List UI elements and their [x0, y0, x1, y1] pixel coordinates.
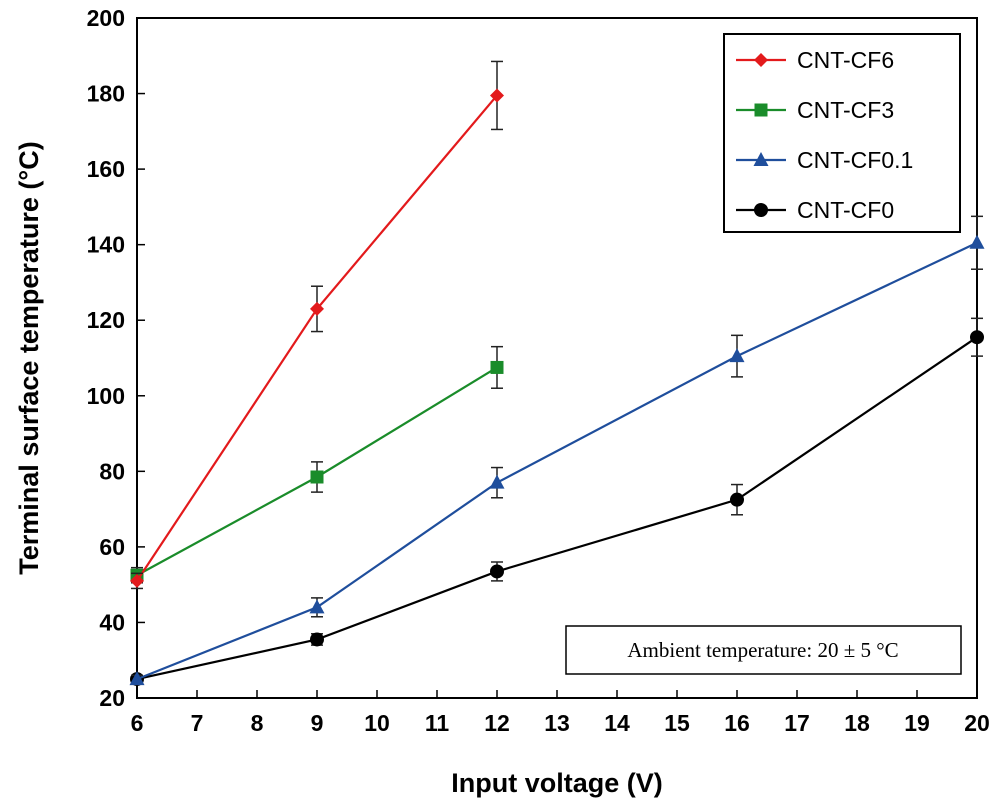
legend-marker — [754, 103, 768, 117]
data-point — [309, 599, 325, 614]
x-tick-label: 15 — [664, 710, 690, 736]
y-tick-label: 180 — [87, 81, 125, 107]
legend-marker — [754, 203, 768, 217]
y-tick-label: 80 — [99, 458, 125, 484]
x-axis-title: Input voltage (V) — [451, 768, 663, 798]
data-point — [490, 564, 504, 579]
x-tick-label: 17 — [784, 710, 810, 736]
series-cnt-cf6 — [130, 60, 504, 590]
y-tick-label: 100 — [87, 383, 125, 409]
legend-label: CNT-CF3 — [797, 97, 894, 123]
y-axis-title: Terminal surface temperature (°C) — [14, 141, 44, 574]
data-point — [490, 360, 504, 374]
ambient-note-box — [565, 625, 962, 675]
series-cnt-cf3 — [130, 345, 504, 584]
x-tick-label: 8 — [251, 710, 264, 736]
y-tick-label: 160 — [87, 156, 125, 182]
x-tick-label: 19 — [904, 710, 930, 736]
y-tick-label: 120 — [87, 307, 125, 333]
x-tick-label: 13 — [544, 710, 570, 736]
x-tick-label: 10 — [364, 710, 390, 736]
y-tick-label: 40 — [99, 609, 125, 635]
legend-box — [723, 33, 961, 233]
data-point — [490, 88, 504, 103]
legend: CNT-CF6 CNT-CF3 CNT-CF0.1 CNT-CF0 — [723, 33, 961, 233]
x-tick-label: 9 — [311, 710, 324, 736]
y-tick-label: 200 — [87, 5, 125, 31]
data-point — [310, 470, 324, 484]
legend-item: CNT-CF0 — [736, 197, 894, 223]
x-tick-label: 6 — [131, 710, 144, 736]
x-tick-label: 14 — [604, 710, 630, 736]
x-tick-label: 20 — [964, 710, 990, 736]
x-tick-label: 12 — [484, 710, 510, 736]
data-point — [729, 348, 745, 363]
x-tick-label: 16 — [724, 710, 750, 736]
legend-item: CNT-CF0.1 — [736, 147, 913, 173]
series-cnt-cf0-1 — [129, 215, 985, 686]
data-point — [129, 671, 145, 686]
y-tick-label: 60 — [99, 534, 125, 560]
data-point — [730, 492, 744, 507]
data-point — [310, 301, 324, 316]
data-point — [130, 573, 144, 588]
x-tick-label: 11 — [425, 710, 450, 736]
x-tick-label: 7 — [191, 710, 204, 736]
data-point — [969, 234, 985, 249]
legend-label: CNT-CF6 — [797, 47, 894, 73]
ambient-note: Ambient temperature: 20 ± 5 °C — [565, 625, 962, 675]
data-point — [970, 330, 984, 345]
legend-marker — [753, 152, 769, 166]
x-tick-label: 18 — [844, 710, 870, 736]
legend-label: CNT-CF0.1 — [797, 147, 913, 173]
y-tick-label: 20 — [99, 685, 125, 711]
ambient-note-text: Ambient temperature: 20 ± 5 °C — [627, 638, 898, 662]
data-point — [310, 632, 324, 647]
legend-label: CNT-CF0 — [797, 197, 894, 223]
data-point — [489, 474, 505, 489]
legend-item: CNT-CF6 — [736, 47, 894, 73]
y-tick-label: 140 — [87, 232, 125, 258]
legend-marker — [754, 53, 768, 67]
legend-item: CNT-CF3 — [736, 97, 894, 123]
